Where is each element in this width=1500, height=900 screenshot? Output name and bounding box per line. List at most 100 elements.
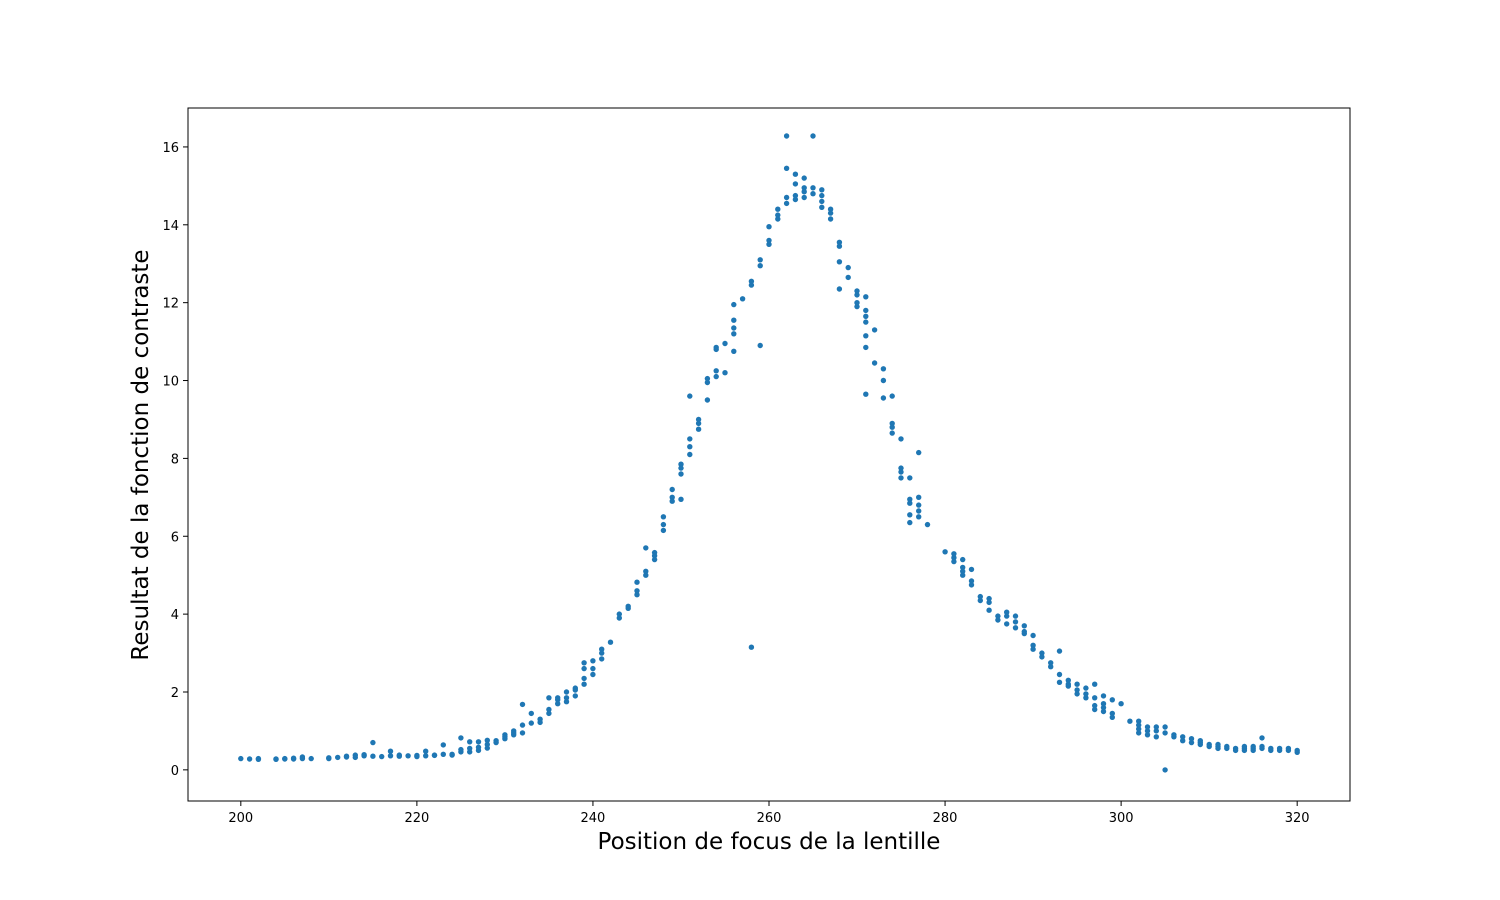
data-point <box>555 695 561 701</box>
data-point <box>405 753 411 759</box>
data-point <box>783 133 790 139</box>
data-point <box>836 239 843 245</box>
data-point <box>519 701 526 708</box>
data-point <box>960 568 966 574</box>
data-point <box>1100 693 1107 699</box>
data-point <box>792 192 799 199</box>
data-point <box>1065 677 1072 683</box>
data-point <box>1215 741 1221 748</box>
data-point <box>757 257 763 263</box>
data-point <box>819 204 825 210</box>
data-point <box>669 486 675 493</box>
data-point <box>537 716 543 722</box>
data-point <box>599 650 605 656</box>
data-point <box>766 224 772 230</box>
data-point <box>854 300 860 306</box>
data-point <box>863 319 869 325</box>
x-axis-label: Position de focus de la lentille <box>598 829 941 855</box>
data-point <box>1092 681 1098 687</box>
data-point <box>546 695 552 701</box>
data-point <box>713 373 719 380</box>
data-point <box>528 720 534 726</box>
data-point <box>1074 691 1080 697</box>
data-point <box>511 730 517 736</box>
data-point <box>1056 679 1063 685</box>
data-point <box>986 607 992 613</box>
data-point <box>1056 671 1063 678</box>
data-point <box>1012 619 1019 625</box>
data-point <box>704 379 711 386</box>
data-point <box>748 282 755 288</box>
data-point <box>775 212 781 218</box>
data-point <box>1030 642 1036 648</box>
data-point <box>907 475 913 481</box>
data-point <box>643 568 649 574</box>
data-point <box>1092 706 1098 713</box>
data-point <box>916 494 922 500</box>
data-point <box>889 430 895 436</box>
data-point <box>1039 654 1045 660</box>
data-point <box>880 395 887 401</box>
data-point <box>475 739 482 745</box>
data-point <box>1180 734 1186 740</box>
data-point <box>863 313 869 319</box>
data-point <box>255 756 262 762</box>
data-point <box>924 521 931 528</box>
data-point <box>625 603 631 609</box>
data-point <box>801 175 807 181</box>
data-point <box>1162 767 1168 773</box>
data-point <box>1004 609 1010 615</box>
data-point <box>863 344 869 351</box>
data-point <box>889 393 895 399</box>
data-point <box>572 685 578 691</box>
data-point <box>1136 722 1142 728</box>
data-point <box>819 187 825 193</box>
data-point <box>1021 623 1027 629</box>
data-point <box>1144 728 1151 734</box>
data-point <box>1136 718 1142 724</box>
data-point <box>616 615 622 621</box>
data-point <box>951 555 957 561</box>
data-point <box>792 171 799 177</box>
data-point <box>1074 687 1080 693</box>
data-point <box>308 755 314 762</box>
data-point <box>836 286 843 292</box>
data-point <box>871 327 878 333</box>
data-point <box>801 194 807 201</box>
data-point <box>458 735 464 741</box>
data-point <box>1188 736 1195 742</box>
data-point <box>669 494 675 500</box>
data-point <box>854 292 860 298</box>
data-point <box>423 748 429 754</box>
data-point <box>1153 728 1160 734</box>
data-point <box>1144 732 1151 738</box>
data-point <box>581 660 587 666</box>
data-point <box>1162 730 1168 736</box>
data-point <box>343 753 350 759</box>
data-point <box>660 514 667 520</box>
data-point <box>475 744 482 750</box>
data-point <box>898 465 904 471</box>
x-tick-label: 280 <box>933 811 958 826</box>
data-point <box>827 206 834 212</box>
data-point <box>916 502 922 508</box>
data-point <box>960 564 966 571</box>
data-point <box>731 348 737 354</box>
data-point <box>1100 701 1107 707</box>
data-point <box>907 512 913 518</box>
x-tick-label: 260 <box>757 811 782 826</box>
data-point <box>783 165 790 171</box>
data-point <box>766 241 772 247</box>
data-point <box>757 342 763 349</box>
data-point <box>546 710 552 717</box>
data-point <box>898 475 904 481</box>
data-point <box>810 185 816 191</box>
data-point <box>581 675 587 682</box>
data-point <box>863 333 869 339</box>
y-tick-label: 8 <box>171 452 179 467</box>
x-axis: 200 220 240 260 280 300 320 <box>228 801 1310 826</box>
data-point <box>704 397 711 403</box>
data-point <box>572 693 578 699</box>
data-point <box>660 521 667 528</box>
